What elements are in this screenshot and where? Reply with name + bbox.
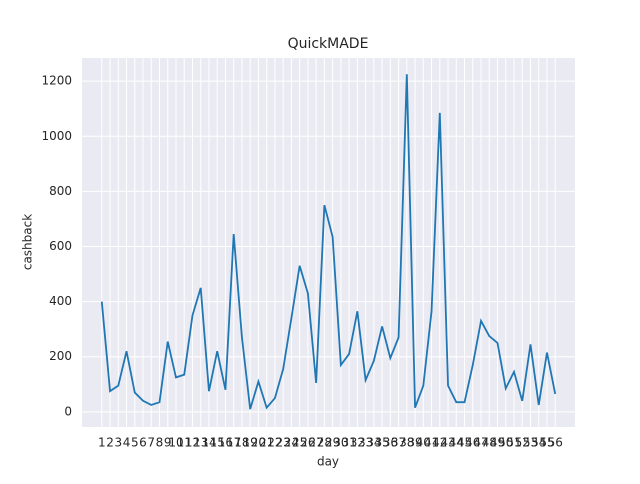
x-tick-label: 44 [449, 436, 464, 450]
x-tick-label: 8 [156, 436, 164, 450]
x-tick-label: 38 [399, 436, 414, 450]
x-tick-label: 17 [226, 436, 241, 450]
x-tick-label: 37 [391, 436, 406, 450]
x-tick-label: 56 [548, 436, 563, 450]
y-tick-label: 1000 [41, 129, 72, 143]
x-tick-label: 10 [168, 436, 183, 450]
y-axis-label: cashback [21, 214, 35, 270]
x-tick-label: 20 [251, 436, 266, 450]
x-axis-label: day [317, 455, 339, 469]
x-tick-label: 41 [424, 436, 439, 450]
x-tick-label: 55 [539, 436, 554, 450]
x-tick-label: 40 [416, 436, 431, 450]
x-tick-label: 35 [374, 436, 389, 450]
x-tick-label: 36 [383, 436, 398, 450]
chart-title: QuickMADE [288, 36, 369, 52]
x-tick-label: 28 [317, 436, 332, 450]
x-tick-label: 26 [300, 436, 315, 450]
x-tick-label: 39 [407, 436, 422, 450]
plot-area [82, 58, 575, 427]
y-tick-label: 600 [49, 239, 72, 253]
x-tick-label: 16 [218, 436, 233, 450]
x-tick-label: 43 [440, 436, 455, 450]
x-tick-label: 4 [123, 436, 131, 450]
x-tick-label: 47 [473, 436, 488, 450]
x-tick-label: 2 [106, 436, 114, 450]
x-tick-label: 51 [506, 436, 521, 450]
x-tick-label: 21 [259, 436, 274, 450]
x-tick-label: 25 [292, 436, 307, 450]
x-tick-label: 33 [358, 436, 373, 450]
x-tick-label: 15 [210, 436, 225, 450]
x-tick-label: 13 [193, 436, 208, 450]
x-tick-label: 18 [234, 436, 249, 450]
y-tick-label: 400 [49, 294, 72, 308]
x-tick-label: 53 [523, 436, 538, 450]
y-tick-label: 800 [49, 184, 72, 198]
x-tick-label: 32 [350, 436, 365, 450]
x-tick-label: 23 [276, 436, 291, 450]
x-tick-label: 19 [243, 436, 258, 450]
y-tick-label: 0 [64, 404, 72, 418]
x-tick-label: 49 [490, 436, 505, 450]
x-tick-label: 3 [114, 436, 122, 450]
x-tick-label: 22 [267, 436, 282, 450]
x-tick-label: 42 [432, 436, 447, 450]
x-tick-label: 45 [457, 436, 472, 450]
x-tick-label: 7 [147, 436, 155, 450]
x-tick-label: 5 [131, 436, 139, 450]
x-tick-label: 52 [515, 436, 530, 450]
data-line [100, 74, 557, 410]
x-tick-label: 27 [308, 436, 323, 450]
x-tick-label: 50 [498, 436, 513, 450]
x-tick-label: 54 [531, 436, 546, 450]
y-tick-label: 200 [49, 349, 72, 363]
x-tick-label: 48 [482, 436, 497, 450]
x-tick-label: 9 [164, 436, 172, 450]
x-tick-label: 11 [177, 436, 192, 450]
x-tick-label: 30 [333, 436, 348, 450]
x-tick-label: 31 [341, 436, 356, 450]
x-tick-label: 1 [98, 436, 106, 450]
x-tick-label: 24 [284, 436, 299, 450]
x-tick-label: 29 [325, 436, 340, 450]
x-tick-label: 12 [185, 436, 200, 450]
y-tick-label: 1200 [41, 74, 72, 88]
x-tick-label: 6 [139, 436, 147, 450]
x-tick-label: 34 [366, 436, 381, 450]
x-tick-label: 14 [201, 436, 216, 450]
x-tick-label: 46 [465, 436, 480, 450]
